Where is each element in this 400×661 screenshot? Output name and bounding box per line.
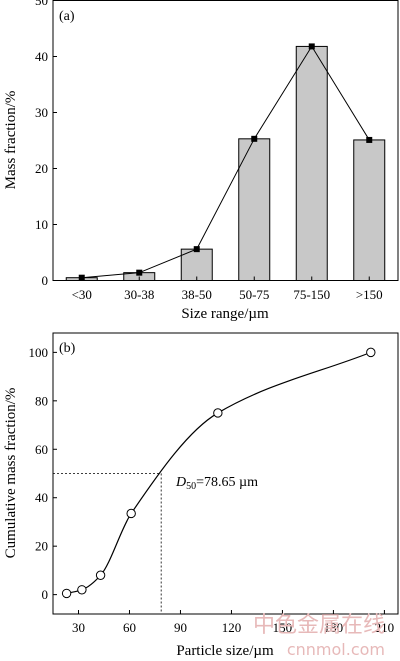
panel-b-ticks: 30 60 90 120 150 180 210 0 20 40 60 80 100 [29,345,395,635]
mass-fraction-marker-1 [136,269,143,276]
x-tick-label-a-4: 75-150 [293,287,330,302]
panel-b-label: (b) [59,341,76,356]
watermark-cn: 中色金属在线 [253,613,385,638]
cumulative-point-5 [366,347,376,358]
panel-b-frame [52,332,399,615]
panel-b: (b) 30 60 90 120 150 180 210 0 20 40 60 80 100 D50=7… [3,332,399,659]
cumulative-point-1 [77,585,87,595]
y-tick-label-a-0: 0 [42,273,49,288]
mass-fraction-marker-3 [251,135,258,142]
x-tick-label-a-1: 30-38 [124,287,154,302]
cumulative-point-2 [95,570,106,580]
y-tick-label-a-4: 40 [35,49,48,64]
bar-2 [180,248,213,281]
y-tick-label-b-5: 100 [29,345,49,360]
panel-a-bars [65,45,386,282]
y-tick-label-a-2: 20 [35,161,48,176]
y-tick-label-b-4: 80 [35,393,48,408]
bar-4 [295,45,328,281]
panel-a-ylabel: Mass fraction/% [3,91,19,190]
y-tick-label-b-3: 60 [35,442,48,457]
watermark-url: cnnmol.com [287,640,385,659]
y-tick-label-a-5: 50 [35,0,48,8]
bar-3 [238,138,271,281]
d50-symbol: D [175,475,186,490]
panel-a-label: (a) [59,9,75,24]
x-tick-label-b-5: 180 [324,620,344,635]
y-tick-label-a-1: 10 [35,217,48,232]
cumulative-point-0 [61,588,72,599]
x-tick-label-b-2: 90 [174,620,187,635]
x-tick-label-b-0: 30 [72,620,85,635]
y-tick-label-b-2: 40 [35,490,48,505]
x-tick-label-a-0: <30 [72,287,92,302]
x-tick-label-b-3: 120 [222,620,242,635]
watermark: 中色金属在线 cnnmol.com [253,613,385,659]
x-tick-label-b-6: 210 [375,620,395,635]
y-tick-label-a-3: 30 [35,105,48,120]
panel-a-series [78,43,373,281]
panel-a-frame [52,0,399,281]
bar-5 [353,139,386,281]
y-tick-label-b-0: 0 [42,587,49,602]
d50-value: =78.65 µm [196,475,258,490]
d50-annotation: D50=78.65 µm [175,475,258,492]
x-tick-label-b-1: 60 [123,620,136,635]
cumulative-point-4 [213,408,223,418]
cumulative-curve [66,351,372,594]
mass-fraction-marker-4 [308,43,315,50]
panel-a-ticks: <30 30-38 38-50 50-75 75-150 >150 0 10 20 30 40 50 [35,0,383,302]
mass-fraction-line [81,45,370,279]
mass-fraction-marker-2 [193,246,200,253]
panel-b-xlabel: Particle size/µm [176,643,274,659]
mass-fraction-marker-0 [78,274,85,281]
panel-b-series [61,347,376,599]
d50-subscript: 50 [186,481,196,492]
panel-a-xlabel: Size range/µm [181,306,269,322]
x-tick-label-a-3: 50-75 [239,287,269,302]
panel-b-ylabel: Cumulative mass fraction/% [3,388,19,559]
x-tick-label-b-4: 150 [273,620,293,635]
y-tick-label-b-1: 20 [35,539,48,554]
panel-a: (a) <30 30-38 38-50 50-75 75-150 >150 0 10 20 30 4… [3,0,399,322]
x-tick-label-a-2: 38-50 [182,287,212,302]
panel-b-d50-guides [53,473,162,614]
cumulative-point-3 [126,508,136,519]
mass-fraction-marker-5 [366,136,373,143]
x-tick-label-a-5: >150 [356,287,383,302]
